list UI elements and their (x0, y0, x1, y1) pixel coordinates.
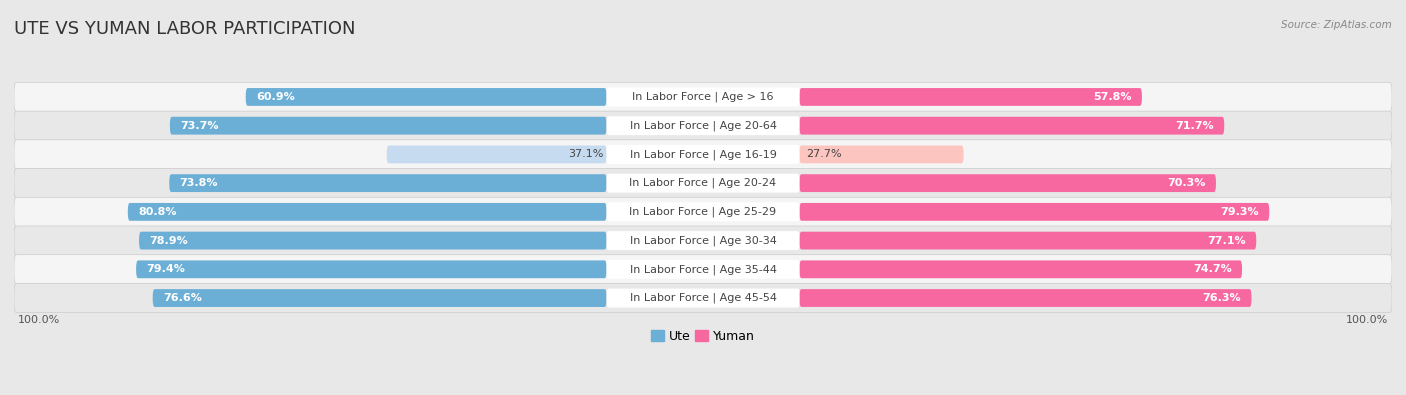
Text: In Labor Force | Age 45-54: In Labor Force | Age 45-54 (630, 293, 776, 303)
Text: 71.7%: 71.7% (1175, 121, 1213, 131)
Text: 76.6%: 76.6% (163, 293, 202, 303)
FancyBboxPatch shape (606, 116, 800, 135)
FancyBboxPatch shape (136, 260, 606, 278)
Text: 37.1%: 37.1% (568, 149, 603, 160)
Text: 100.0%: 100.0% (1347, 316, 1389, 325)
Text: In Labor Force | Age 20-64: In Labor Force | Age 20-64 (630, 120, 776, 131)
Text: In Labor Force | Age 35-44: In Labor Force | Age 35-44 (630, 264, 776, 275)
Text: 79.3%: 79.3% (1220, 207, 1258, 217)
FancyBboxPatch shape (153, 289, 606, 307)
Text: In Labor Force | Age 25-29: In Labor Force | Age 25-29 (630, 207, 776, 217)
Text: In Labor Force | Age > 16: In Labor Force | Age > 16 (633, 92, 773, 102)
FancyBboxPatch shape (800, 232, 1256, 250)
Text: In Labor Force | Age 20-24: In Labor Force | Age 20-24 (630, 178, 776, 188)
Text: 27.7%: 27.7% (807, 149, 842, 160)
FancyBboxPatch shape (606, 260, 800, 279)
Text: 74.7%: 74.7% (1192, 264, 1232, 274)
FancyBboxPatch shape (800, 88, 1142, 106)
Text: 73.8%: 73.8% (180, 178, 218, 188)
FancyBboxPatch shape (14, 140, 1392, 169)
FancyBboxPatch shape (14, 111, 1392, 140)
FancyBboxPatch shape (170, 117, 606, 135)
Text: 70.3%: 70.3% (1167, 178, 1205, 188)
FancyBboxPatch shape (800, 289, 1251, 307)
FancyBboxPatch shape (800, 145, 963, 163)
Text: In Labor Force | Age 30-34: In Labor Force | Age 30-34 (630, 235, 776, 246)
FancyBboxPatch shape (246, 88, 606, 106)
FancyBboxPatch shape (128, 203, 606, 221)
Text: UTE VS YUMAN LABOR PARTICIPATION: UTE VS YUMAN LABOR PARTICIPATION (14, 20, 356, 38)
FancyBboxPatch shape (14, 284, 1392, 312)
Text: In Labor Force | Age 16-19: In Labor Force | Age 16-19 (630, 149, 776, 160)
Text: 80.8%: 80.8% (138, 207, 177, 217)
Text: 100.0%: 100.0% (17, 316, 59, 325)
FancyBboxPatch shape (139, 232, 606, 250)
Text: 76.3%: 76.3% (1202, 293, 1241, 303)
FancyBboxPatch shape (387, 145, 606, 163)
Text: 73.7%: 73.7% (180, 121, 219, 131)
FancyBboxPatch shape (800, 117, 1225, 135)
FancyBboxPatch shape (800, 260, 1241, 278)
Text: 77.1%: 77.1% (1208, 235, 1246, 246)
FancyBboxPatch shape (606, 289, 800, 308)
Legend: Ute, Yuman: Ute, Yuman (647, 325, 759, 348)
FancyBboxPatch shape (14, 197, 1392, 226)
FancyBboxPatch shape (14, 83, 1392, 111)
Text: 78.9%: 78.9% (149, 235, 188, 246)
Text: 60.9%: 60.9% (256, 92, 295, 102)
FancyBboxPatch shape (14, 169, 1392, 198)
FancyBboxPatch shape (800, 174, 1216, 192)
FancyBboxPatch shape (606, 145, 800, 164)
FancyBboxPatch shape (14, 255, 1392, 284)
FancyBboxPatch shape (169, 174, 606, 192)
Text: 79.4%: 79.4% (146, 264, 186, 274)
FancyBboxPatch shape (800, 203, 1270, 221)
Text: 57.8%: 57.8% (1092, 92, 1132, 102)
FancyBboxPatch shape (14, 226, 1392, 255)
FancyBboxPatch shape (606, 231, 800, 250)
FancyBboxPatch shape (606, 87, 800, 106)
Text: Source: ZipAtlas.com: Source: ZipAtlas.com (1281, 20, 1392, 30)
FancyBboxPatch shape (606, 202, 800, 221)
FancyBboxPatch shape (606, 174, 800, 193)
